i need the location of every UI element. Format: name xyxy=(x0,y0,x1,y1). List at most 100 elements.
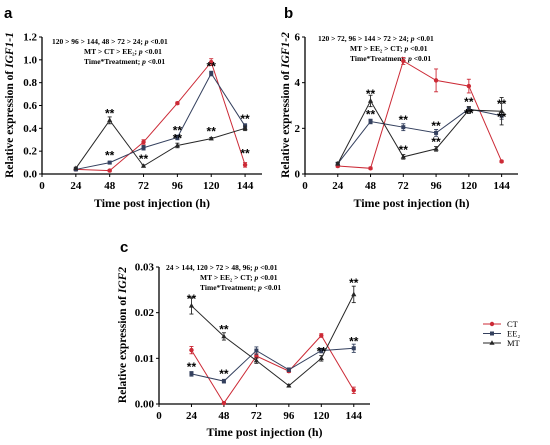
y-tick-label: 0.00 xyxy=(135,399,155,411)
significance-mark: ** xyxy=(399,113,409,127)
y-axis-title-gene: IGF1-2 xyxy=(280,32,292,69)
significance-mark: ** xyxy=(207,60,217,74)
y-tick-label: 0 xyxy=(295,169,301,181)
significance-mark: ** xyxy=(219,367,229,381)
x-tick-label: 96 xyxy=(172,180,184,192)
marker-ct xyxy=(489,321,495,327)
y-axis-title-gene: IGF2 xyxy=(117,267,129,294)
marker-ct xyxy=(141,139,146,145)
x-tick-label: 96 xyxy=(431,180,443,192)
x-tick-label: 0 xyxy=(156,410,162,422)
stats-annotation-p: p xyxy=(403,44,410,53)
marker-ct xyxy=(319,333,324,338)
marker-ee2 xyxy=(107,160,112,165)
panel-letter: b xyxy=(284,5,293,22)
marker-ee2 xyxy=(175,135,180,140)
y-tick-label: 6 xyxy=(295,32,301,44)
marker-mt xyxy=(489,340,495,345)
marker-mt xyxy=(188,303,195,308)
marker-ct xyxy=(254,353,259,359)
marker-ct xyxy=(351,388,356,393)
significance-mark: ** xyxy=(366,87,376,101)
y-tick-label: 0.03 xyxy=(135,262,155,274)
significance-mark: ** xyxy=(497,97,507,111)
marker-mt xyxy=(318,355,324,361)
stats-annotation: MT > CT > EE₂; p <0.01 xyxy=(84,47,162,56)
marker-mt xyxy=(351,291,357,297)
stats-annotation-text: Time*Treatment; xyxy=(350,54,408,63)
legend-label: CT xyxy=(507,319,519,329)
marker-mt xyxy=(73,165,79,171)
series-mt xyxy=(335,94,505,166)
marker-mt xyxy=(208,135,214,141)
significance-mark: ** xyxy=(464,106,474,120)
marker-ct xyxy=(368,166,373,171)
marker-ct xyxy=(175,101,180,106)
stats-annotation-text: MT > CT > EE₂; xyxy=(84,47,139,56)
stats-annotation: 120 > 72, 96 > 144 > 72 > 24; p <0.01 xyxy=(318,34,434,43)
x-tick-label: 0 xyxy=(302,180,308,192)
marker-ct xyxy=(221,400,227,406)
significance-mark: ** xyxy=(349,276,359,290)
marker-mt xyxy=(466,107,472,112)
chart-panel-c: c 0.00 0.01 0.02 0.03 0 24 48 72 96 120 144 Time pos… xyxy=(117,239,521,439)
y-tick-label: 4 xyxy=(295,77,301,89)
series-mt xyxy=(73,116,248,171)
stats-annotation: 120 > 96 > 144, 48 > 72 > 24; p <0.01 xyxy=(52,37,168,46)
stats-annotation-text: Time*Treatment; xyxy=(200,283,258,292)
stats-annotation-p: p xyxy=(141,57,148,66)
stats-annotation: Time*Treatment; p <0.01 xyxy=(84,57,165,66)
y-tick-label: 0.6 xyxy=(23,100,37,112)
stats-annotation: MT > EE₂ > CT; p <0.01 xyxy=(200,273,278,282)
marker-ct xyxy=(242,162,248,168)
stats-annotation-text: 120 > 72, 96 > 144 > 72 > 24; xyxy=(318,34,411,43)
stats-annotation-text: MT > EE₂ > CT; xyxy=(200,273,254,282)
marker-mt xyxy=(367,98,374,103)
y-axis-title-text: Relative expression of xyxy=(117,293,129,403)
stats-annotation-value: <0.01 xyxy=(145,47,163,56)
stats-annotation-value: <0.01 xyxy=(260,263,278,272)
x-tick-label: 48 xyxy=(104,180,116,192)
x-tick-label: 120 xyxy=(313,410,330,422)
x-tick-label: 144 xyxy=(346,410,363,422)
stats-annotation-p: p xyxy=(253,273,260,282)
y-axis-title: Relative expression of IGF1-2 xyxy=(280,32,292,178)
marker-mt xyxy=(242,125,248,131)
x-axis-title: Time post injection (h) xyxy=(353,196,469,210)
significance-mark: ** xyxy=(464,95,474,109)
significance-mark: ** xyxy=(187,360,197,374)
marker-ct xyxy=(189,347,194,353)
y-tick-label: 1.0 xyxy=(23,54,37,66)
marker-mt xyxy=(107,117,113,123)
significance-mark: ** xyxy=(431,119,441,133)
x-tick-label: 0 xyxy=(39,180,45,192)
stats-annotation-value: <0.01 xyxy=(410,44,428,53)
series-line xyxy=(75,119,246,169)
significance-mark: ** xyxy=(207,125,217,139)
marker-ee2 xyxy=(351,346,356,351)
stats-annotation: Time*Treatment; p <0.01 xyxy=(350,54,431,63)
y-axis-title: Relative expression of IGF2 xyxy=(117,267,129,403)
stats-annotation-p: p xyxy=(410,34,417,43)
stats-annotation-p: p xyxy=(138,47,145,56)
legend-label: MT xyxy=(507,338,521,348)
y-tick-label: 0.02 xyxy=(135,307,155,319)
x-tick-label: 96 xyxy=(283,410,295,422)
stats-annotation-p: p xyxy=(257,283,264,292)
series-line xyxy=(337,60,503,169)
stats-annotation-p: p xyxy=(144,37,151,46)
marker-mt xyxy=(335,160,341,166)
stats-annotation-value: <0.01 xyxy=(414,54,432,63)
significance-mark: ** xyxy=(187,292,197,306)
y-axis-title: Relative expression of IGF1-1 xyxy=(4,32,16,178)
y-tick-label: 0.2 xyxy=(23,146,37,158)
series-ee2 xyxy=(335,106,504,166)
x-tick-label: 144 xyxy=(237,180,254,192)
marker-ct xyxy=(499,159,504,164)
significance-mark: ** xyxy=(173,123,183,137)
marker-ee2 xyxy=(434,130,439,135)
x-tick-label: 120 xyxy=(203,180,220,192)
x-tick-label: 72 xyxy=(138,180,150,192)
